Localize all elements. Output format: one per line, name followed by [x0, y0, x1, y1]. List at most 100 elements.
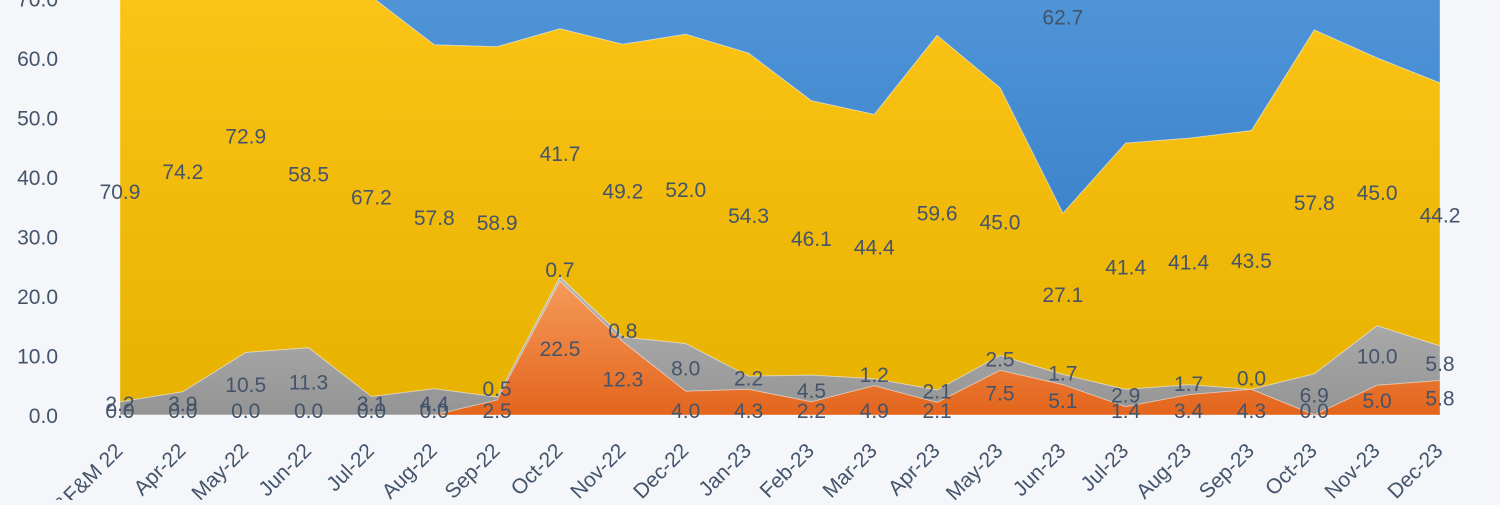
data-label-gray: 0.5: [483, 378, 512, 401]
data-label-gray: 6.9: [1300, 384, 1329, 407]
x-tick-label: Apr-22: [130, 439, 191, 500]
x-tick-label: Oct-22: [507, 439, 568, 500]
data-label-orange: 4.9: [860, 400, 889, 423]
x-tick-label: Sep-22: [441, 439, 505, 500]
data-label-orange: 4.3: [734, 400, 763, 423]
data-label-gray: 2.2: [734, 367, 763, 390]
data-label-yellow: 72.9: [225, 126, 266, 149]
x-tick-label: Aug-23: [1132, 439, 1196, 500]
data-label-gray: 0.0: [1237, 367, 1266, 390]
data-label-orange: 5.8: [1425, 388, 1454, 411]
x-tick-label: Oct-23: [1261, 439, 1322, 500]
data-label-yellow: 58.5: [288, 164, 329, 187]
data-label-yellow: 49.2: [602, 181, 643, 204]
data-label-gray: 2.1: [923, 381, 952, 404]
data-label-yellow: 54.3: [728, 205, 769, 228]
x-tick-label: Nov-23: [1321, 439, 1385, 500]
y-tick-label: 60.0: [17, 48, 58, 71]
y-tick-label: 20.0: [17, 286, 58, 309]
data-label-gray: 0.7: [545, 259, 574, 282]
data-label-yellow: 67.2: [351, 187, 392, 210]
y-tick-label: 0.0: [29, 405, 58, 428]
data-label-yellow: 41.4: [1168, 251, 1209, 274]
data-label-orange: 0.0: [1300, 400, 1329, 423]
data-label-gray: 8.0: [671, 357, 700, 380]
area-orange: [120, 280, 1441, 416]
area-layers: [119, 0, 1441, 416]
y-tick-label: 70.0: [17, 0, 58, 12]
y-tick-label: 30.0: [17, 227, 58, 250]
data-label-blue: 62.7: [1042, 7, 1083, 30]
data-label-orange: 7.5: [985, 383, 1014, 406]
data-label-orange: 0.0: [294, 400, 323, 423]
data-label-orange: 12.3: [602, 368, 643, 391]
x-tick-label: Sep-23: [1195, 439, 1259, 500]
data-label-gray: 0.8: [608, 320, 637, 343]
data-label-orange: 5.0: [1363, 390, 1392, 413]
data-label-orange: 22.5: [540, 338, 581, 361]
x-tick-label: May-22: [187, 439, 253, 500]
x-tick-label: Jun-23: [1009, 439, 1071, 500]
data-label-yellow: 41.4: [1105, 256, 1146, 279]
data-label-yellow: 44.4: [854, 237, 895, 260]
data-label-gray: 1.7: [1174, 373, 1203, 396]
data-label-yellow: 57.8: [1294, 192, 1335, 215]
x-tick-label: Jul-22: [322, 439, 379, 496]
data-label-yellow: 43.5: [1231, 250, 1272, 273]
data-label-orange: 0.0: [168, 400, 197, 423]
data-label-yellow: 45.0: [1357, 182, 1398, 205]
y-axis-ticks: 0.0 10.0 20.0 30.0 40.0 50.0 60.0 70.0: [17, 0, 58, 428]
y-tick-label: 10.0: [17, 346, 58, 369]
data-label-yellow: 59.6: [917, 203, 958, 226]
y-tick-label: 40.0: [17, 167, 58, 190]
x-tick-label: Apr-23: [884, 439, 945, 500]
data-label-gray: 4.4: [420, 393, 450, 416]
y-tick-label: 50.0: [17, 108, 58, 131]
data-label-orange: 2.2: [797, 400, 826, 423]
data-label-orange: 0.0: [420, 400, 449, 423]
x-tick-label: Dec-23: [1383, 439, 1447, 500]
data-label-gray: 3.1: [357, 393, 386, 416]
data-labels: 0.0 0.0 0.0 0.0 0.0 0.0 2.522.512.34.0 4.3 2.2 4.…: [100, 7, 1461, 423]
data-label-orange: 0.0: [105, 400, 134, 423]
data-label-yellow: 57.8: [414, 207, 455, 230]
data-label-orange: 2.1: [923, 400, 952, 423]
data-label-yellow: 74.2: [162, 161, 203, 184]
data-label-gray: 2.5: [985, 348, 1014, 371]
data-label-orange: 0.0: [231, 400, 260, 423]
data-label-gray: 5.8: [1425, 353, 1454, 376]
x-tick-label: Jun-22: [254, 439, 316, 500]
data-label-gray: 11.3: [289, 371, 328, 394]
data-label-orange: 1.4: [1111, 400, 1141, 423]
data-label-orange: 2.5: [483, 400, 512, 423]
data-label-gray: 2.2: [105, 393, 134, 416]
data-label-orange: 5.1: [1048, 390, 1077, 413]
x-tick-label: Jul-23: [1077, 439, 1134, 496]
data-label-gray: 4.5: [797, 380, 826, 403]
data-label-yellow: 46.1: [791, 228, 832, 251]
data-label-orange: 0.0: [357, 400, 386, 423]
data-label-yellow: 45.0: [980, 212, 1021, 235]
x-tick-label: Aug-22: [378, 439, 442, 500]
data-label-yellow: 41.7: [540, 143, 581, 166]
data-label-yellow: 52.0: [665, 179, 706, 202]
data-label-orange: 3.4: [1174, 400, 1204, 423]
x-tick-label: J&F&M 22: [42, 439, 128, 500]
data-label-orange: 4.3: [1237, 400, 1266, 423]
data-label-gray: 10.5: [225, 374, 266, 397]
data-label-yellow: 27.1: [1042, 284, 1083, 307]
x-tick-label: Jan-23: [694, 439, 756, 500]
data-label-gray: 3.9: [168, 393, 197, 416]
x-tick-label: Feb-23: [756, 439, 819, 500]
data-label-gray: 1.7: [1048, 363, 1077, 386]
data-label-gray: 1.2: [860, 364, 889, 387]
data-label-yellow: 58.9: [477, 212, 518, 235]
data-label-gray: 2.9: [1111, 385, 1140, 408]
x-tick-label: Dec-22: [629, 439, 693, 500]
x-tick-label: Mar-23: [819, 439, 882, 500]
x-tick-label: Nov-22: [566, 439, 630, 500]
x-tick-label: May-23: [942, 439, 1008, 500]
